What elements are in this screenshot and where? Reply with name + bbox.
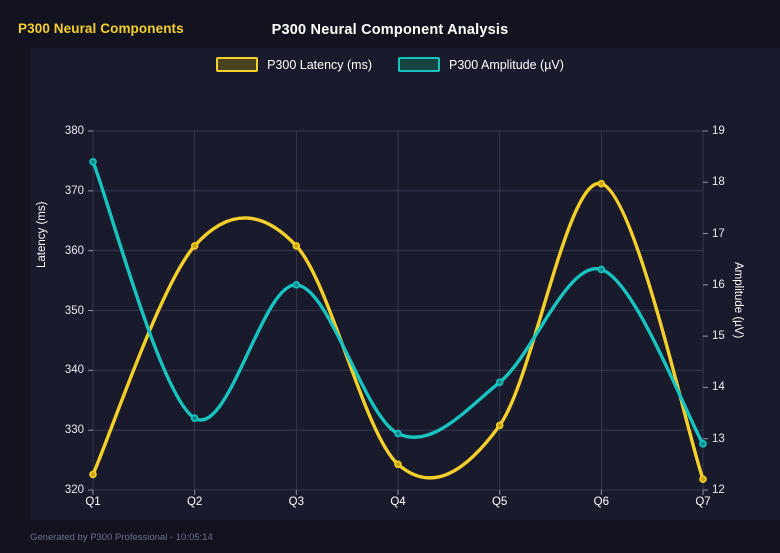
y-axis-right-tick-label: 12: [712, 484, 725, 496]
y-axis-left-title: Latency (ms): [36, 201, 48, 268]
y-axis-right-title: Amplitude (µV): [732, 262, 744, 339]
y-axis-right-tick-label: 17: [712, 227, 725, 240]
y-axis-left-tick-label: 360: [64, 244, 84, 257]
x-axis-tick-label: Q5: [491, 496, 508, 508]
y-axis-left-tick-label: 350: [64, 304, 84, 317]
legend-label-amplitude: P300 Amplitude (µV): [449, 57, 564, 72]
legend-label-latency: P300 Latency (ms): [267, 57, 372, 72]
x-axis-tick-label: Q4: [390, 496, 406, 508]
x-axis-tick-label: Q7: [695, 496, 711, 508]
y-axis-right-tick-label: 15: [712, 330, 725, 343]
legend-item-amplitude[interactable]: P300 Amplitude (µV): [398, 57, 564, 72]
y-axis-left-tick-label: 330: [64, 424, 84, 437]
chart-legend: P300 Latency (ms) P300 Amplitude (µV): [0, 57, 780, 72]
y-axis-left-tick-label: 370: [64, 184, 84, 197]
y-axis-right-tick-label: 18: [712, 176, 725, 189]
y-axis-right-tick-label: 13: [712, 432, 725, 445]
y-axis-right-tick-label: 16: [712, 278, 725, 291]
x-axis-tick-label: Q6: [593, 496, 609, 508]
y-axis-left-tick-label: 320: [64, 484, 84, 496]
y-axis-right-tick-label: 14: [712, 381, 725, 394]
chart-panel: [30, 48, 780, 520]
y-axis-left-tick-label: 340: [64, 364, 84, 377]
app-title: P300 Neural Components: [18, 21, 184, 36]
x-axis-tick-label: Q1: [85, 496, 101, 508]
footer-text: Generated by P300 Professional - 10:05:1…: [30, 532, 213, 543]
y-axis-right-tick-label: 19: [712, 125, 725, 137]
x-axis-tick-label: Q2: [186, 496, 203, 508]
chart-title: P300 Neural Component Analysis: [271, 22, 509, 38]
legend-item-latency[interactable]: P300 Latency (ms): [216, 57, 372, 72]
x-axis-tick-label: Q3: [288, 496, 304, 508]
legend-swatch-latency-icon: [216, 57, 259, 72]
y-axis-left-tick-label: 380: [64, 125, 84, 137]
legend-swatch-amplitude-icon: [398, 57, 440, 72]
